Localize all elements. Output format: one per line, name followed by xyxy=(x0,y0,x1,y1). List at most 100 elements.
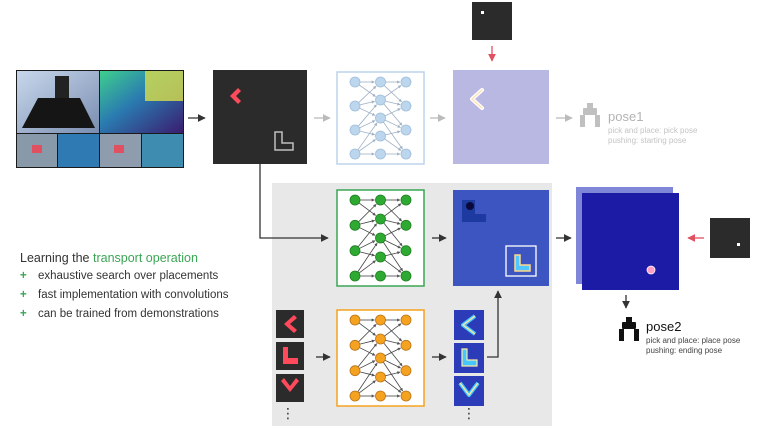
network-edge xyxy=(384,323,402,337)
network-edge xyxy=(359,339,375,345)
network-edge xyxy=(384,359,401,369)
learning-heading: Learning the transport operation xyxy=(20,251,198,265)
network-node xyxy=(375,112,386,124)
network-node xyxy=(349,270,361,282)
network-edge xyxy=(357,343,378,368)
learning-bullet-text: exhaustive search over placements xyxy=(38,270,219,282)
placement-output-stack xyxy=(576,187,679,290)
pose2-place-desc: pick and place: place pose xyxy=(646,336,741,345)
network-edge xyxy=(385,219,401,225)
network-edge xyxy=(384,138,402,151)
network-edge xyxy=(359,360,376,369)
network-edge xyxy=(358,380,376,394)
network-edge xyxy=(384,227,401,237)
network-edge xyxy=(358,203,377,223)
network-node xyxy=(375,194,386,206)
network-edge xyxy=(357,104,377,127)
network-node xyxy=(400,124,412,136)
network-node xyxy=(349,245,361,257)
network-edge xyxy=(383,103,403,126)
place-l-shape xyxy=(274,131,294,151)
network-edge xyxy=(383,85,402,103)
network-edge xyxy=(384,259,402,273)
network-node xyxy=(375,333,386,345)
network-edge xyxy=(385,371,401,377)
network-node xyxy=(400,270,412,282)
network-node xyxy=(400,314,412,326)
network-edge xyxy=(357,122,378,151)
learning-bullet: + can be trained from demonstrations xyxy=(20,308,219,320)
goal-image-top xyxy=(472,2,512,40)
pose1-pick-desc: pick and place: pick pose xyxy=(608,126,698,135)
network-node xyxy=(375,371,386,383)
arrow-kernel-to-correlation xyxy=(487,290,502,358)
gripper-icon xyxy=(580,103,600,127)
network-node xyxy=(400,100,412,112)
learning-bullet: + fast implementation with convolutions xyxy=(20,289,229,301)
ellipsis-features: ⋮ xyxy=(462,405,476,421)
network-node xyxy=(349,124,361,136)
attention-network xyxy=(349,76,412,160)
pose2-title: pose2 xyxy=(646,319,682,334)
learning-bullet-text: fast implementation with convolutions xyxy=(38,289,229,301)
rotated-crops xyxy=(276,310,304,402)
transport-key-network xyxy=(349,314,412,402)
network-node xyxy=(400,245,412,257)
network-node xyxy=(375,251,386,263)
network-edge xyxy=(383,222,403,247)
network-node xyxy=(349,390,361,402)
pose1-push-desc: pushing: starting pose xyxy=(608,136,687,145)
learning-bullet: + exhaustive search over placements xyxy=(20,270,218,282)
network-node xyxy=(349,314,361,326)
network-edge xyxy=(359,100,375,106)
network-edge xyxy=(384,85,402,98)
network-node xyxy=(375,352,386,364)
network-edge xyxy=(358,84,376,97)
kernel-feature-crops xyxy=(454,310,484,406)
network-edge xyxy=(382,361,403,392)
network-edge xyxy=(359,251,375,257)
network-edge xyxy=(384,119,401,128)
network-node xyxy=(375,76,386,88)
network-node xyxy=(400,339,412,351)
network-edge xyxy=(385,251,401,257)
network-node xyxy=(375,213,386,225)
learning-heading-highlight: transport operation xyxy=(92,251,198,265)
network-edge xyxy=(382,241,403,272)
network-node xyxy=(375,270,386,282)
network-node xyxy=(375,148,386,160)
network-edge xyxy=(385,339,401,345)
network-edge xyxy=(358,202,376,216)
place-crop-box xyxy=(505,245,537,277)
network-node xyxy=(349,148,361,160)
network-node xyxy=(349,100,361,112)
network-edge xyxy=(359,240,376,249)
network-edge xyxy=(358,260,376,274)
network-edge xyxy=(383,342,403,367)
network-edge xyxy=(358,322,376,336)
network-edge xyxy=(357,242,378,273)
plus-icon: + xyxy=(20,289,27,301)
network-edge xyxy=(383,203,403,222)
arrow-crop-to-transport xyxy=(259,164,329,242)
network-node xyxy=(400,219,412,231)
network-edge xyxy=(359,130,375,136)
network-node xyxy=(375,232,386,244)
network-node xyxy=(349,219,361,231)
network-node xyxy=(400,390,412,402)
gripper-icon xyxy=(619,317,639,341)
network-edge xyxy=(357,223,378,248)
network-edge xyxy=(384,203,402,217)
attention-heatmap xyxy=(453,70,549,164)
network-edge xyxy=(384,379,402,393)
network-edge xyxy=(359,227,376,236)
network-edge xyxy=(358,85,377,103)
pose1-title: pose1 xyxy=(608,109,644,124)
network-node xyxy=(375,314,386,326)
network-node xyxy=(349,339,361,351)
network-node xyxy=(400,148,412,160)
plus-icon: + xyxy=(20,308,27,320)
network-edge xyxy=(358,139,376,152)
learning-heading-prefix: Learning the xyxy=(20,251,93,265)
